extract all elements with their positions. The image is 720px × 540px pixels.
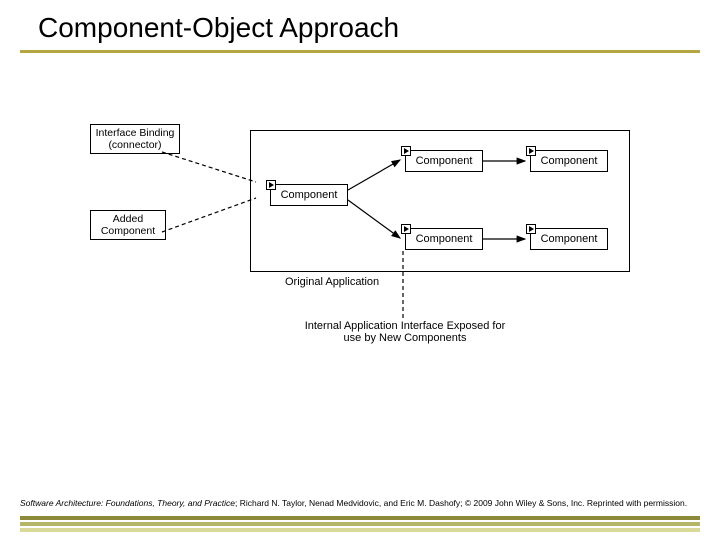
component-label: Component xyxy=(416,233,473,245)
footer-bar-mid xyxy=(20,522,700,526)
component-box-1: Component xyxy=(270,184,348,206)
annotation-text: Added Component xyxy=(101,213,155,237)
exposed-interface-label: Internal Application Interface Exposed f… xyxy=(290,320,520,344)
component-box-3: Component xyxy=(530,150,608,172)
footer-rest: ; Richard N. Taylor, Nenad Medvidovic, a… xyxy=(235,498,687,508)
footer-citation: Software Architecture: Foundations, Theo… xyxy=(20,498,687,508)
added-component-annotation: Added Component xyxy=(90,210,166,240)
annotation-text: Interface Binding (connector) xyxy=(96,127,175,151)
port-icon xyxy=(401,224,411,234)
component-label: Component xyxy=(541,233,598,245)
interface-binding-annotation: Interface Binding (connector) xyxy=(90,124,180,154)
diagram-area: Component Component Component Component … xyxy=(90,120,630,380)
port-icon xyxy=(526,224,536,234)
component-box-4: Component xyxy=(405,228,483,250)
component-box-2: Component xyxy=(405,150,483,172)
component-label: Component xyxy=(281,189,338,201)
port-icon xyxy=(401,146,411,156)
footer-bar-top xyxy=(20,516,700,520)
footer-bar-bot xyxy=(20,528,700,532)
component-box-5: Component xyxy=(530,228,608,250)
title-underline xyxy=(20,50,700,53)
component-label: Component xyxy=(416,155,473,167)
original-application-label: Original Application xyxy=(285,276,379,288)
page-title: Component-Object Approach xyxy=(38,12,399,44)
port-icon xyxy=(526,146,536,156)
component-label: Component xyxy=(541,155,598,167)
footer-italic: Software Architecture: Foundations, Theo… xyxy=(20,498,235,508)
port-icon xyxy=(266,180,276,190)
